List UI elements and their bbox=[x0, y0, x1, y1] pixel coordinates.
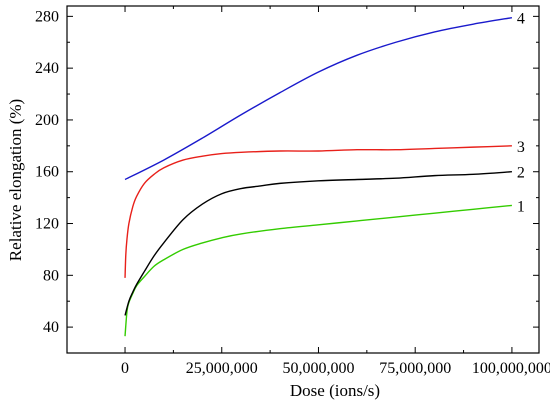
x-tick-label: 100,000,000 bbox=[472, 360, 550, 377]
series-label-2: 2 bbox=[517, 165, 525, 182]
x-tick-label: 75,000,000 bbox=[379, 360, 451, 377]
y-tick-label: 280 bbox=[35, 8, 59, 25]
series-label-4: 4 bbox=[517, 11, 525, 28]
y-tick-label: 120 bbox=[35, 216, 59, 233]
series-label-3: 3 bbox=[517, 139, 525, 156]
series-label-1: 1 bbox=[517, 198, 525, 215]
x-tick-label: 0 bbox=[121, 360, 129, 377]
series-line-3 bbox=[124, 145, 512, 278]
x-axis-title: Dose (ions/s) bbox=[290, 381, 380, 400]
y-tick-label: 160 bbox=[35, 164, 59, 181]
series-line-2 bbox=[124, 171, 512, 316]
series-line-4 bbox=[124, 16, 513, 181]
plot-frame bbox=[66, 5, 540, 354]
y-tick-label: 40 bbox=[43, 319, 59, 336]
y-axis-title: Relative elongation (%) bbox=[6, 99, 25, 261]
y-tick-label: 200 bbox=[35, 112, 59, 129]
y-tick-label: 240 bbox=[35, 60, 59, 77]
series-line-1 bbox=[124, 204, 512, 337]
y-tick-label: 80 bbox=[43, 267, 59, 284]
x-tick-label: 50,000,000 bbox=[282, 360, 354, 377]
x-tick-label: 25,000,000 bbox=[186, 360, 258, 377]
